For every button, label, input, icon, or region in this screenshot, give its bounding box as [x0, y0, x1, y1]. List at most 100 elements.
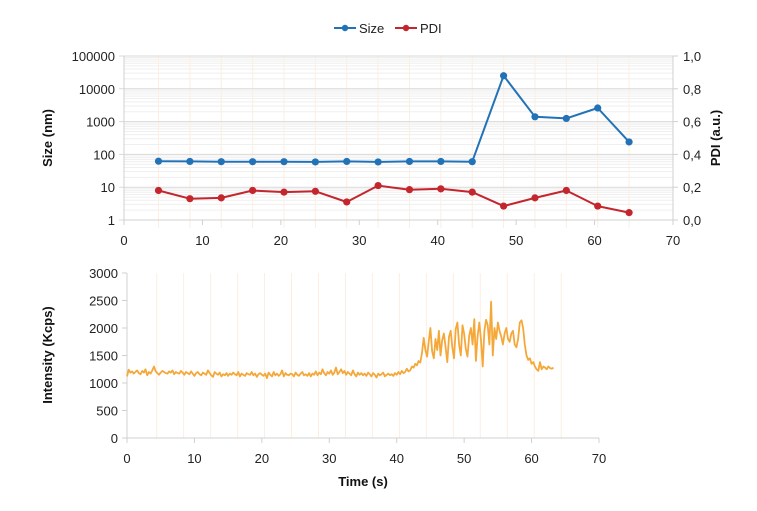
x-tick-label: 40: [430, 233, 444, 248]
x-tick-label: 10: [187, 451, 201, 466]
y-tick-label: 2500: [89, 294, 118, 309]
y-tick-label: 1000: [89, 376, 118, 391]
series-line-size: [158, 74, 630, 163]
legend: Size PDI: [334, 21, 442, 36]
data-point-pdi: [562, 186, 570, 195]
data-point-size: [562, 114, 570, 123]
y-tick-label: 1: [108, 213, 115, 228]
x-tick-label: 30: [352, 233, 366, 248]
data-point-size: [343, 157, 351, 166]
y-tick-labels: 0 500 1000 1500 2000 2500 3000: [89, 266, 118, 446]
series-pdi: [154, 181, 633, 217]
data-point-pdi: [625, 209, 633, 217]
y2-tick-label: 1,0: [683, 49, 701, 64]
legend-pdi-label: PDI: [420, 21, 442, 36]
x-tick-labels: 0 10 20 30 40 50 60 70: [123, 451, 606, 466]
y2-tick-label: 0,6: [683, 115, 701, 130]
y-tick-label: 10000: [79, 82, 115, 97]
x-tick-label: 70: [666, 233, 680, 248]
y-tick-label: 0: [111, 431, 118, 446]
data-point-size: [437, 157, 445, 166]
x-tick-label: 20: [255, 451, 269, 466]
x-tick-label: 50: [457, 451, 471, 466]
y-tick-marks: [122, 272, 127, 439]
x-tick-label: 60: [524, 451, 538, 466]
y2-tick-labels: 0,0 0,2 0,4 0,6 0,8 1,0: [673, 49, 701, 228]
x-axis-label: Time (s): [338, 474, 388, 489]
data-point-size: [594, 104, 602, 112]
data-point-pdi: [186, 195, 194, 203]
data-point-size: [154, 157, 163, 165]
legend-item-pdi[interactable]: PDI: [395, 21, 442, 36]
data-point-pdi: [249, 186, 257, 195]
x-tick-label: 0: [120, 233, 127, 248]
data-point-pdi: [594, 202, 602, 210]
data-point-size: [311, 158, 319, 166]
legend-item-size[interactable]: Size: [334, 21, 384, 36]
series-group: [126, 300, 554, 380]
data-point-size: [405, 157, 414, 166]
x-tick-label: 50: [509, 233, 523, 248]
data-point-pdi: [499, 202, 508, 210]
x-tick-marks: [123, 220, 674, 225]
y-axis-label: Intensity (Kcps): [40, 306, 55, 404]
data-point-size: [468, 158, 476, 166]
y2-tick-label: 0,4: [683, 147, 701, 162]
y-tick-label: 100000: [72, 49, 115, 64]
vertical-gridlines: [156, 273, 562, 438]
y2-axis-label: PDI (a.u.): [708, 110, 723, 166]
data-point-size: [186, 157, 194, 166]
data-point-pdi: [280, 188, 288, 196]
series-line-pdi: [158, 184, 630, 214]
data-point-size: [374, 158, 382, 166]
y-axis-label: Size (nm): [40, 109, 55, 167]
data-point-pdi: [343, 198, 351, 206]
series-line-intensity: [126, 300, 554, 380]
x-tick-labels: 0 10 20 30 40 50 60 70: [120, 233, 680, 248]
x-tick-label: 60: [587, 233, 601, 248]
y-tick-label: 2000: [89, 321, 118, 336]
data-point-pdi: [311, 187, 319, 195]
data-point-size: [249, 158, 257, 166]
data-point-size: [499, 72, 508, 80]
y-tick-label: 10: [101, 180, 115, 195]
data-point-size: [217, 158, 225, 166]
major-gridlines: [119, 55, 673, 221]
size-pdi-chart: 0 10 20 30 40 50 60 70 1 10 100 1000 10000 100000 0,…: [40, 21, 723, 248]
data-point-pdi: [374, 181, 382, 190]
legend-pdi-marker: [402, 24, 410, 32]
y-tick-label: 1500: [89, 349, 118, 364]
data-point-pdi: [468, 188, 476, 196]
x-tick-label: 70: [592, 451, 606, 466]
y-tick-label: 3000: [89, 266, 118, 281]
y2-tick-label: 0,0: [683, 213, 701, 228]
series-size: [154, 72, 633, 166]
data-point-pdi: [531, 194, 539, 202]
data-point-pdi: [217, 194, 225, 202]
data-point-size: [625, 138, 633, 146]
data-point-size: [280, 158, 288, 166]
intensity-chart: 0 10 20 30 40 50 60 70 0 500 1000 1500 2000 2500 3000…: [40, 266, 606, 489]
x-tick-label: 10: [195, 233, 209, 248]
x-tick-label: 40: [389, 451, 403, 466]
y-tick-label: 500: [96, 404, 118, 419]
vertical-gridlines: [158, 56, 630, 228]
y-tick-labels: 1 10 100 1000 10000 100000: [72, 49, 115, 228]
y2-tick-label: 0,8: [683, 82, 701, 97]
legend-size-marker: [341, 24, 349, 32]
x-tick-label: 30: [322, 451, 336, 466]
x-tick-marks: [126, 438, 600, 443]
data-point-pdi: [437, 185, 445, 193]
y2-tick-label: 0,2: [683, 180, 701, 195]
y-tick-label: 100: [93, 147, 115, 162]
data-point-pdi: [405, 186, 414, 194]
x-tick-label: 20: [274, 233, 288, 248]
y-tick-label: 1000: [86, 115, 115, 130]
series-group: [154, 72, 633, 217]
x-tick-label: 0: [123, 451, 130, 466]
data-point-pdi: [154, 186, 163, 195]
legend-size-label: Size: [359, 21, 384, 36]
data-point-size: [531, 113, 539, 121]
